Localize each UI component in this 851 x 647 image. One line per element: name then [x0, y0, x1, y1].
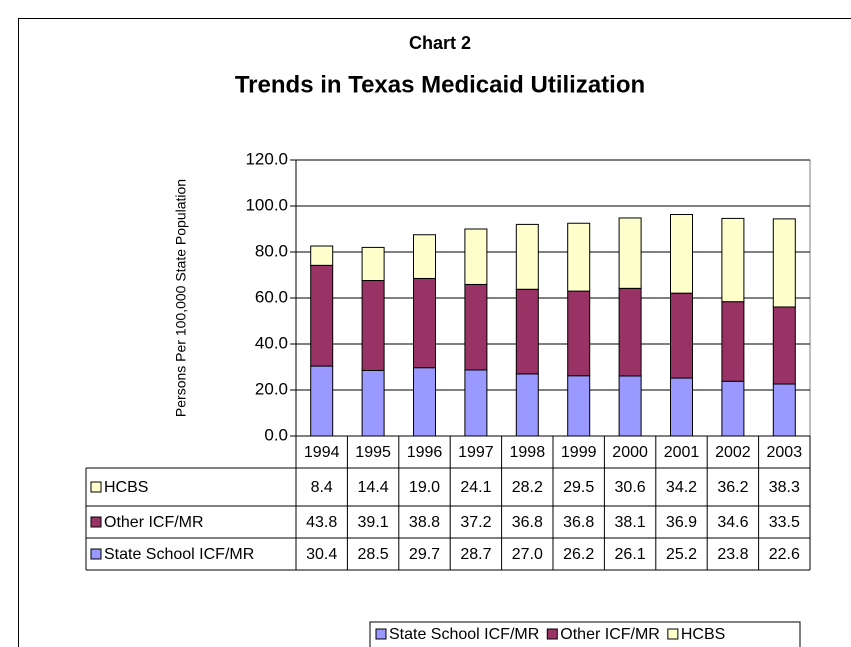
bar-segment	[361, 280, 385, 371]
table-legend-key	[90, 481, 102, 493]
y-tick-label: 40.0	[255, 333, 288, 352]
bar-segment	[721, 380, 745, 437]
bar-segment	[515, 223, 539, 290]
table-cell: 30.6	[615, 479, 646, 496]
table-cell: 26.1	[615, 546, 646, 563]
table-cell: 36.8	[563, 514, 594, 531]
bar-segment	[361, 246, 385, 282]
bar-segment	[772, 218, 796, 308]
legend-key	[375, 628, 387, 640]
x-tick-label: 1998	[510, 444, 546, 461]
table-cell: 29.7	[409, 546, 440, 563]
x-tick-label: 1997	[458, 444, 494, 461]
table-cell: 28.2	[512, 479, 543, 496]
y-tick-label: 100.0	[245, 195, 288, 214]
x-tick-label: 1999	[561, 444, 597, 461]
y-tick-label: 60.0	[255, 287, 288, 306]
bar-segment	[670, 377, 693, 437]
bar-segment	[618, 375, 642, 437]
bar-segment	[772, 306, 796, 385]
bar-segment	[618, 287, 642, 377]
table-cell: 37.2	[460, 514, 491, 531]
legend-key	[546, 628, 558, 640]
legend-label: Other ICF/MR	[560, 626, 660, 643]
bar-segment	[464, 228, 488, 285]
x-tick-label: 2002	[715, 444, 751, 461]
table-row-label: State School ICF/MR	[104, 546, 254, 563]
bar-segment	[310, 365, 334, 437]
bar-segment	[464, 369, 488, 437]
table-cell: 22.6	[769, 546, 800, 563]
x-tick-label: 2000	[612, 444, 648, 461]
table-cell: 43.8	[306, 514, 337, 531]
table-cell: 24.1	[460, 479, 491, 496]
y-axis-label: Persons Per 100,000 State Population	[173, 179, 189, 417]
bar-segment	[772, 383, 796, 437]
bar-segment	[721, 217, 745, 303]
y-tick-label: 20.0	[255, 379, 288, 398]
table-cell: 36.8	[512, 514, 543, 531]
table-cell: 23.8	[717, 546, 748, 563]
bar-segment	[721, 301, 745, 382]
x-tick-label: 1996	[407, 444, 443, 461]
x-tick-label: 1994	[304, 444, 340, 461]
table-cell: 38.1	[615, 514, 646, 531]
legend-label: State School ICF/MR	[389, 626, 539, 643]
legend-label: HCBS	[681, 626, 725, 643]
table-cell: 36.2	[717, 479, 748, 496]
table-cell: 36.9	[666, 514, 697, 531]
table-cell: 8.4	[311, 479, 333, 496]
legend-box	[369, 621, 801, 647]
table-cell: 27.0	[512, 546, 543, 563]
table-row-label: Other ICF/MR	[104, 514, 204, 531]
bar-segment	[413, 277, 436, 369]
bar-segment	[310, 264, 334, 367]
table-cell: 25.2	[666, 546, 697, 563]
bar-segment	[618, 217, 642, 289]
bar-segment	[464, 283, 488, 371]
bar-segment	[567, 222, 591, 292]
bar-segment	[413, 234, 436, 279]
y-tick-label: 80.0	[255, 241, 288, 260]
bar-segment	[515, 373, 539, 437]
table-cell: 34.2	[666, 479, 697, 496]
y-tick-label: 0.0	[264, 425, 288, 444]
table-cell: 19.0	[409, 479, 440, 496]
table-cell: 14.4	[358, 479, 389, 496]
bar-segment	[567, 290, 591, 377]
x-tick-label: 2001	[664, 444, 700, 461]
bar-segment	[567, 375, 591, 437]
table-legend-key	[90, 516, 102, 528]
bar-segment	[670, 214, 693, 294]
bar-segment	[515, 288, 539, 375]
x-tick-label: 1995	[355, 444, 391, 461]
chart-title: Chart 2	[409, 33, 471, 53]
bar-segment	[310, 245, 334, 266]
table-cell: 39.1	[358, 514, 389, 531]
x-tick-label: 2003	[767, 444, 803, 461]
y-tick-label: 120.0	[245, 149, 288, 168]
table-row-label: HCBS	[104, 479, 148, 496]
bar-segment	[670, 292, 693, 379]
table-cell: 28.7	[460, 546, 491, 563]
table-cell: 34.6	[717, 514, 748, 531]
table-cell: 33.5	[769, 514, 800, 531]
table-cell: 26.2	[563, 546, 594, 563]
bar-segment	[361, 369, 385, 437]
table-cell: 38.3	[769, 479, 800, 496]
table-legend-key	[90, 548, 102, 560]
table-cell: 29.5	[563, 479, 594, 496]
table-cell: 38.8	[409, 514, 440, 531]
table-cell: 30.4	[306, 546, 337, 563]
table-cell: 28.5	[358, 546, 389, 563]
legend-key	[667, 628, 679, 640]
bar-segment	[413, 367, 436, 437]
chart-subtitle: Trends in Texas Medicaid Utilization	[235, 71, 645, 98]
